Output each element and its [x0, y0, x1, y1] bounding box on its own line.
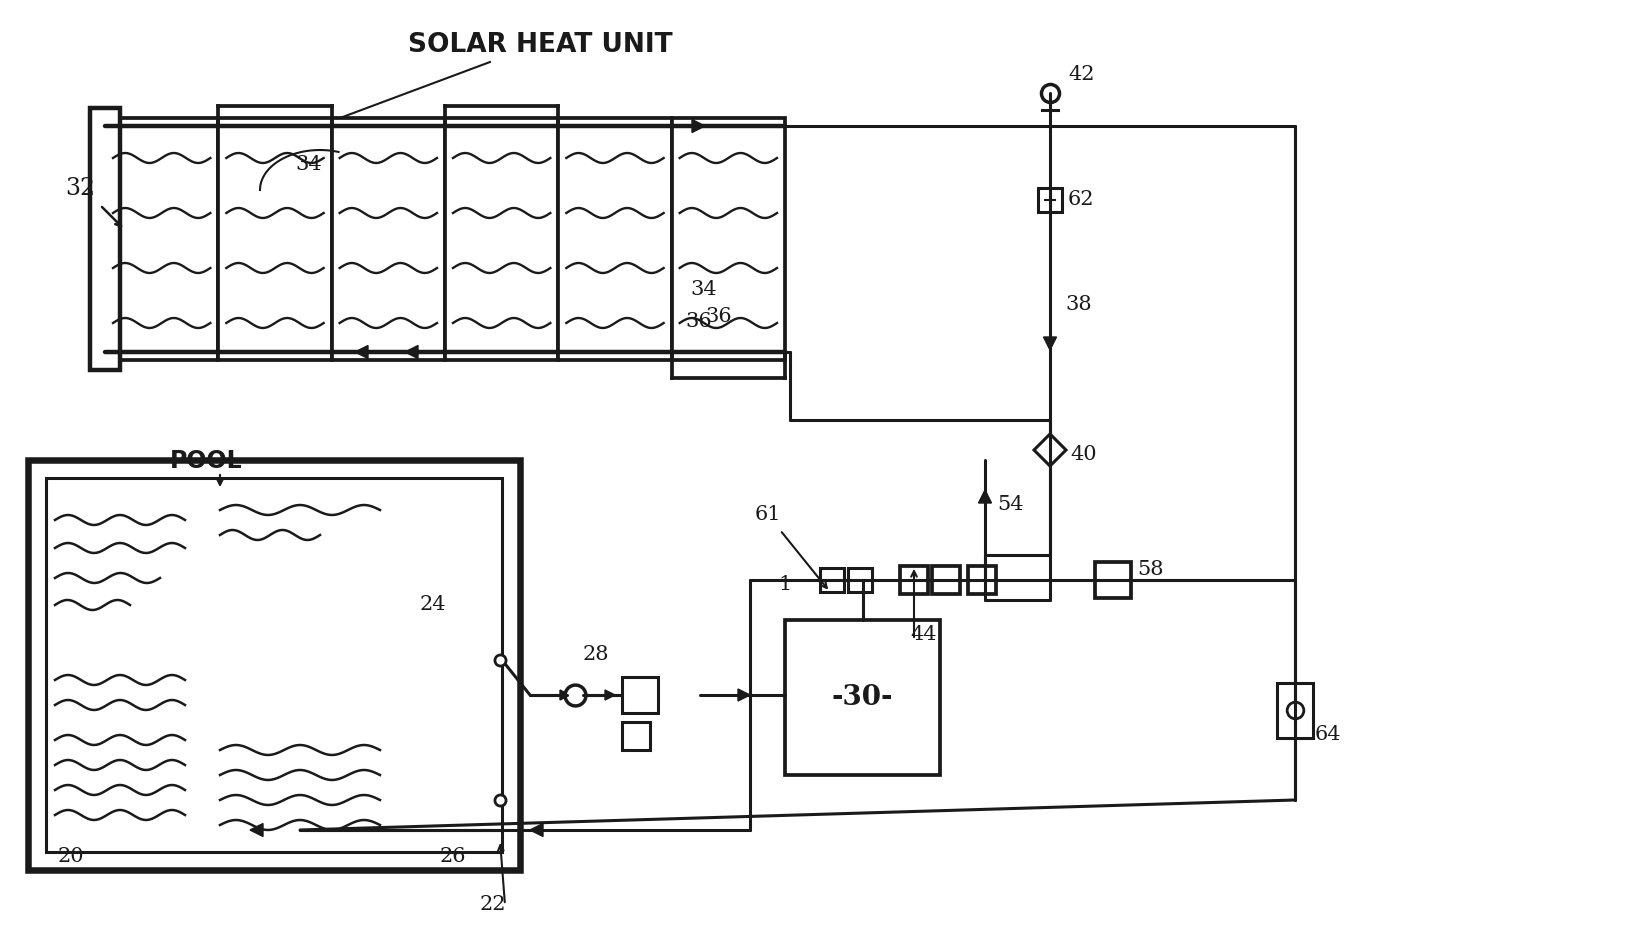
Text: 1: 1 [778, 575, 791, 594]
Bar [821, 568, 844, 592]
Text: 42: 42 [1068, 65, 1095, 84]
Polygon shape [604, 690, 616, 700]
Bar [446, 118, 558, 360]
Text: 44: 44 [910, 625, 936, 644]
Text: 22: 22 [480, 895, 507, 914]
Bar [91, 108, 121, 370]
Polygon shape [404, 345, 418, 358]
Text: 26: 26 [441, 847, 467, 866]
Text: 61: 61 [755, 505, 781, 524]
Text: 36: 36 [705, 307, 731, 326]
Bar [1276, 683, 1313, 738]
Text: 64: 64 [1314, 725, 1342, 744]
Polygon shape [1043, 337, 1057, 350]
Text: 34: 34 [296, 155, 322, 174]
Polygon shape [1034, 434, 1067, 466]
Text: 38: 38 [1065, 295, 1091, 314]
Polygon shape [355, 345, 368, 358]
Text: 28: 28 [583, 645, 609, 664]
Bar [28, 460, 520, 870]
Bar [672, 118, 784, 360]
Bar [558, 118, 672, 360]
Bar [967, 566, 996, 594]
Polygon shape [530, 824, 543, 836]
Polygon shape [560, 690, 570, 700]
Text: 34: 34 [690, 280, 717, 299]
Bar [622, 677, 659, 713]
Text: 32: 32 [64, 177, 96, 200]
Bar [784, 620, 939, 775]
Polygon shape [738, 689, 750, 701]
Bar [849, 568, 872, 592]
Polygon shape [249, 824, 263, 836]
Text: 40: 40 [1070, 445, 1096, 464]
Polygon shape [979, 490, 992, 503]
Bar [622, 722, 650, 750]
Bar [218, 118, 332, 360]
Text: 36: 36 [685, 312, 712, 331]
Bar [933, 566, 959, 594]
Text: SOLAR HEAT UNIT: SOLAR HEAT UNIT [408, 32, 672, 58]
Bar [900, 566, 928, 594]
Text: 24: 24 [419, 595, 446, 614]
Text: 20: 20 [58, 847, 84, 866]
Text: 58: 58 [1138, 560, 1164, 579]
Bar [1095, 562, 1131, 598]
Bar [46, 478, 502, 852]
Text: POOL: POOL [170, 449, 243, 473]
Bar [1038, 188, 1062, 212]
Bar [332, 118, 446, 360]
Text: -30-: -30- [832, 684, 893, 711]
Bar [106, 118, 218, 360]
Text: 62: 62 [1068, 190, 1095, 209]
Text: 54: 54 [997, 495, 1024, 514]
Polygon shape [692, 119, 705, 133]
